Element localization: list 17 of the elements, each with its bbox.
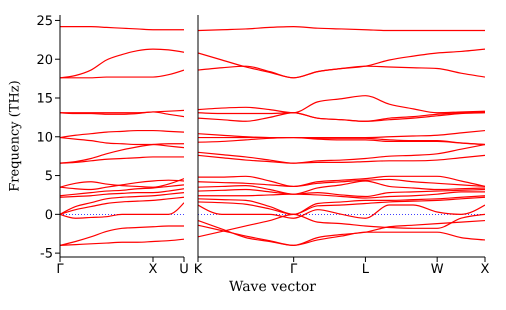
y-tick-label: 15 — [36, 92, 53, 107]
y-tick-label: -5 — [40, 246, 53, 262]
x-tick-label: L — [362, 262, 370, 278]
y-tick-label: 10 — [36, 130, 53, 146]
x-tick-label: X — [480, 262, 490, 278]
y-tick-label: 0 — [44, 208, 53, 223]
x-axis-title: Wave vector — [228, 279, 317, 295]
x-tick-label: Γ — [56, 262, 64, 278]
x-tick-label: K — [194, 262, 203, 278]
x-tick-label: X — [148, 262, 158, 278]
y-tick-label: 5 — [44, 169, 53, 184]
x-tick-label: Γ — [290, 262, 298, 278]
y-axis-title: Frequency (THz) — [8, 80, 23, 192]
y-tick-label: 20 — [36, 52, 53, 68]
x-tick-label: W — [430, 262, 444, 278]
x-tick-label: U — [179, 262, 189, 278]
y-tick-label: 25 — [36, 14, 53, 30]
